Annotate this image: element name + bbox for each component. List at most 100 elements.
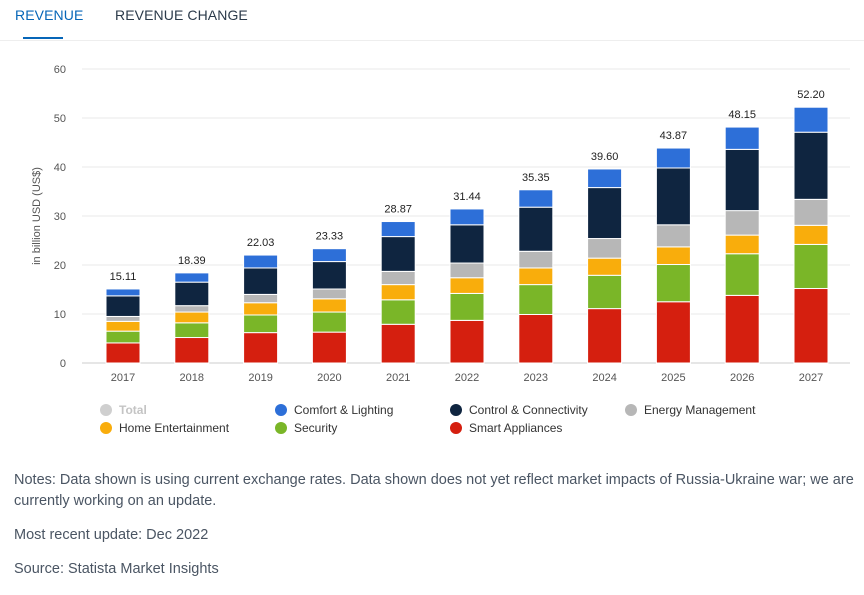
bar-segment-energy-management [311, 288, 347, 300]
x-tick-label: 2018 [180, 372, 204, 384]
notes-section: Notes: Data shown is using current excha… [14, 470, 854, 593]
bar-segment-smart-appliances [243, 332, 279, 364]
y-tick-label: 40 [54, 162, 66, 174]
y-tick-label: 10 [54, 309, 66, 321]
legend-label: Control & Connectivity [469, 403, 588, 417]
legend-marker [100, 404, 112, 416]
bar-segment-control-connectivity [174, 281, 210, 307]
tab-revenue-change[interactable]: REVENUE CHANGE [115, 7, 248, 23]
bar-segment-security [174, 322, 210, 339]
bar-segment-energy-management [243, 293, 279, 304]
legend-item-smart-appliances[interactable]: Smart Appliances [450, 421, 562, 435]
bar-segment-comfort-lighting [655, 147, 691, 169]
bar-segment-control-connectivity [724, 148, 760, 212]
legend-label: Energy Management [644, 403, 756, 417]
bar-segment-energy-management [105, 315, 141, 322]
y-tick-label: 0 [60, 358, 66, 370]
bar-segment-control-connectivity [655, 167, 691, 226]
bar-segment-control-connectivity [587, 187, 623, 240]
bar-segment-comfort-lighting [243, 254, 279, 269]
bar-segment-security [587, 274, 623, 310]
total-data-label: 18.39 [178, 255, 206, 267]
bar-segment-home-entertainment [793, 224, 829, 245]
notes-text: Notes: Data shown is using current excha… [14, 472, 854, 509]
bar-segment-energy-management [174, 305, 210, 313]
total-data-label: 52.20 [797, 89, 825, 101]
bar-segment-security [655, 264, 691, 303]
legend-item-home-entertainment[interactable]: Home Entertainment [100, 421, 230, 435]
bar-segment-smart-appliances [587, 308, 623, 364]
bar-segment-energy-management [380, 270, 416, 286]
bar-segment-control-connectivity [518, 206, 554, 252]
total-data-label: 15.11 [110, 271, 137, 283]
bar-segment-security [105, 330, 141, 344]
tab-bar: REVENUE REVENUE CHANGE [0, 0, 864, 41]
bar-segment-smart-appliances [724, 294, 760, 364]
x-tick-label: 2024 [592, 372, 616, 384]
bar-segment-comfort-lighting [311, 248, 347, 263]
bar-segment-smart-appliances [449, 319, 485, 364]
total-data-label: 43.87 [660, 130, 688, 142]
y-axis-title: in billion USD (US$) [31, 167, 43, 265]
x-tick-label: 2019 [248, 372, 272, 384]
y-tick-label: 60 [54, 64, 66, 76]
source-text: Source: Statista Market Insights [14, 561, 219, 577]
bar-segment-control-connectivity [449, 224, 485, 264]
bar-segment-comfort-lighting [793, 106, 829, 133]
bar-segment-security [724, 253, 760, 296]
legend-label: Comfort & Lighting [294, 403, 393, 417]
total-data-label: 31.44 [453, 191, 481, 203]
legend-label: Smart Appliances [469, 421, 562, 435]
legend-label: Total [119, 403, 147, 417]
legend-item-comfort-lighting[interactable]: Comfort & Lighting [275, 403, 393, 417]
total-data-label: 48.15 [728, 109, 756, 121]
bar-segment-security [380, 299, 416, 325]
x-tick-label: 2027 [799, 372, 823, 384]
legend-item-control-connectivity[interactable]: Control & Connectivity [450, 403, 588, 417]
x-tick-label: 2017 [111, 372, 135, 384]
bar-segment-security [311, 311, 347, 333]
bar-segment-comfort-lighting [587, 168, 623, 189]
bar-segment-control-connectivity [311, 261, 347, 290]
x-tick-label: 2020 [317, 372, 341, 384]
legend-label: Home Entertainment [119, 421, 230, 435]
legend-item-energy-management[interactable]: Energy Management [625, 403, 756, 417]
legend-marker [450, 404, 462, 416]
total-data-label: 35.35 [522, 172, 550, 184]
total-data-label: 22.03 [247, 237, 275, 249]
bar-segment-energy-management [724, 210, 760, 236]
bar-segment-smart-appliances [380, 323, 416, 364]
legend-item-total[interactable]: Total [100, 403, 147, 417]
bar-segment-smart-appliances [518, 313, 554, 364]
legend-marker [100, 422, 112, 434]
legend-marker [275, 404, 287, 416]
bar-segment-home-entertainment [105, 320, 141, 332]
revenue-chart: 0 10 20 30 40 50 60 in billion USD (US$) 15.11 20… [31, 64, 850, 435]
y-tick-label: 30 [54, 211, 66, 223]
legend-label: Security [294, 421, 337, 435]
total-data-label: 39.60 [591, 151, 619, 163]
bar-segment-home-entertainment [243, 302, 279, 316]
total-data-label: 23.33 [316, 231, 344, 243]
bar-segment-home-entertainment [174, 311, 210, 324]
legend-marker [625, 404, 637, 416]
bar-segment-home-entertainment [449, 277, 485, 294]
tab-revenue[interactable]: REVENUE [15, 7, 84, 23]
x-tick-label: 2023 [524, 372, 548, 384]
bar-segment-comfort-lighting [449, 208, 485, 226]
bar-segment-home-entertainment [518, 267, 554, 286]
bar-segment-smart-appliances [174, 337, 210, 364]
x-tick-label: 2026 [730, 372, 754, 384]
bar-segment-smart-appliances [793, 288, 829, 364]
bar-segment-control-connectivity [105, 295, 141, 317]
bar-segment-smart-appliances [311, 331, 347, 364]
bar-segment-energy-management [518, 250, 554, 269]
bar-segment-security [243, 314, 279, 334]
x-tick-label: 2025 [661, 372, 685, 384]
y-tick-label: 50 [54, 113, 66, 125]
bar-segment-home-entertainment [587, 257, 623, 276]
active-tab-indicator [23, 37, 63, 39]
legend-item-security[interactable]: Security [275, 421, 337, 435]
bar-segment-control-connectivity [380, 236, 416, 272]
bar-segment-smart-appliances [105, 342, 141, 364]
